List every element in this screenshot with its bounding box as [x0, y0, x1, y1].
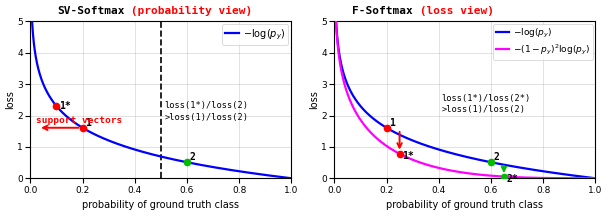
X-axis label: probability of ground truth class: probability of ground truth class	[386, 200, 544, 210]
Legend: $-\log(p_y)$: $-\log(p_y)$	[222, 24, 288, 44]
Text: 2*: 2*	[506, 174, 518, 184]
Y-axis label: loss: loss	[5, 90, 16, 109]
Y-axis label: loss: loss	[309, 90, 320, 109]
Text: 1: 1	[389, 118, 395, 128]
X-axis label: probability of ground truth class: probability of ground truth class	[82, 200, 240, 210]
Text: 1*: 1*	[402, 151, 414, 161]
Text: SV-Softmax: SV-Softmax	[57, 6, 124, 16]
Text: F-Softmax: F-Softmax	[352, 6, 413, 16]
Text: 1*: 1*	[59, 100, 71, 111]
Text: (loss view): (loss view)	[413, 6, 494, 16]
Text: support vectors: support vectors	[35, 116, 122, 125]
Legend: $-\log(p_y)$, $-(1-p_y)^2\log(p_y)$: $-\log(p_y)$, $-(1-p_y)^2\log(p_y)$	[493, 24, 593, 60]
Text: loss(1*)/loss(2)
>loss(1)/loss(2): loss(1*)/loss(2) >loss(1)/loss(2)	[165, 102, 249, 122]
Text: (probability view): (probability view)	[124, 6, 252, 16]
Text: loss(1*)/loss(2*)
>loss(1)/loss(2): loss(1*)/loss(2*) >loss(1)/loss(2)	[441, 94, 531, 114]
Text: 1: 1	[85, 118, 91, 128]
Text: 2: 2	[494, 152, 499, 162]
Text: 2: 2	[190, 152, 195, 162]
